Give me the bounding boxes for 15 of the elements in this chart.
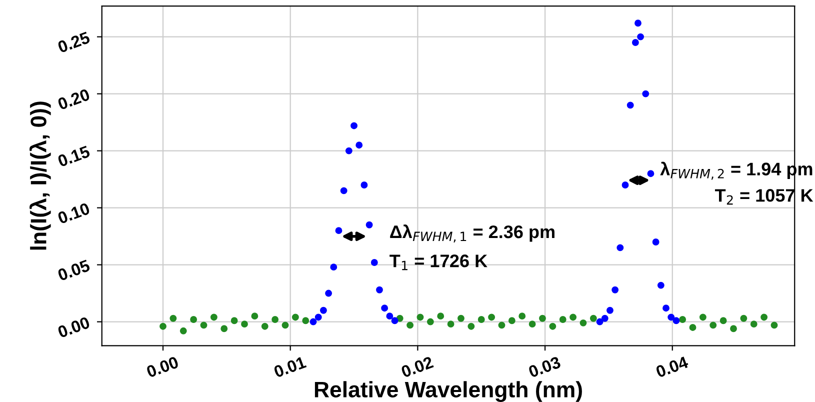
y-tick-label: 0.05 xyxy=(57,259,91,282)
y-tick-label: 0.25 xyxy=(57,31,91,54)
x-axis-title: Relative Wavelength (nm) xyxy=(314,381,582,402)
x-tick-label: 0.01 xyxy=(273,356,307,378)
x-tick-label: 0.02 xyxy=(400,356,434,378)
y-axis-title: ln(I(λ, I)/I(λ, 0)) xyxy=(30,102,51,250)
y-tick-label: 0.15 xyxy=(57,145,91,168)
annotation: Δλ$_{FWHM,1}$ = 2.36 pm xyxy=(390,224,554,242)
x-tick-label: 0.03 xyxy=(528,356,562,378)
y-tick-label: 0.10 xyxy=(57,202,90,224)
y-tick-label: 0.20 xyxy=(57,88,90,110)
x-tick-label: 0.04 xyxy=(655,356,690,378)
y-tick-label: 0.00 xyxy=(57,316,90,338)
annotation: T$_{1}$ = 1726 K xyxy=(390,254,488,270)
x-tick-label: 0.00 xyxy=(146,356,180,378)
